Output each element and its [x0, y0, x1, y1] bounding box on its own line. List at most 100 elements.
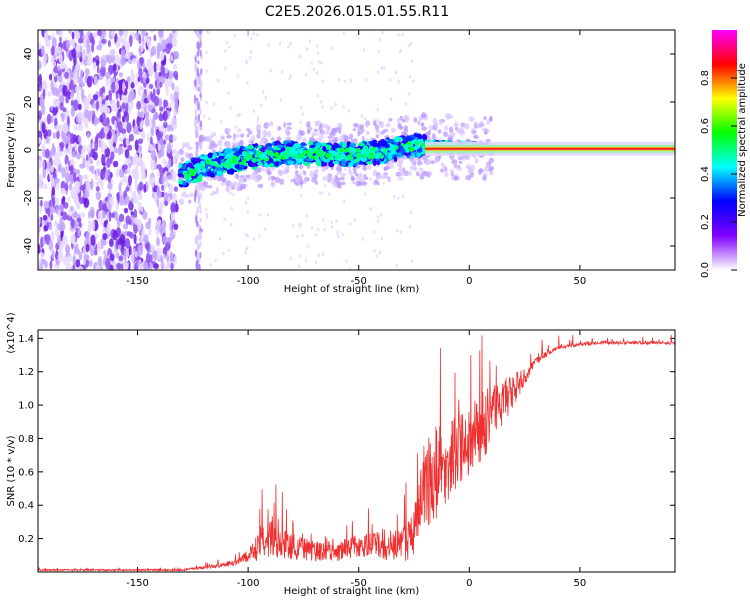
noise-cell — [51, 45, 55, 56]
noise-cell — [344, 79, 347, 84]
noise-cell — [174, 101, 179, 112]
colorbar-gradient — [712, 30, 737, 270]
track-halo-cell — [474, 120, 478, 127]
noise-cell — [150, 127, 155, 137]
spectrogram-y-label: Frequency (Hz) — [6, 112, 17, 188]
noise-cell — [262, 89, 265, 94]
noise-cell — [131, 251, 135, 263]
track-halo-cell — [443, 125, 449, 131]
track-halo-cell — [343, 135, 349, 141]
noise-cell — [249, 56, 252, 60]
noise-cell — [116, 192, 120, 202]
noise-cell — [78, 221, 82, 228]
noise-cell — [52, 132, 57, 139]
noise-cell — [140, 41, 144, 53]
track-halo-cell — [279, 169, 284, 177]
noise-cell — [44, 234, 48, 241]
track-halo-cell — [377, 174, 382, 179]
track-halo-cell — [419, 173, 425, 180]
track-peak-cell — [200, 160, 206, 166]
noise-cell — [237, 73, 240, 78]
noise-cell — [170, 54, 174, 62]
noise-cell — [125, 186, 130, 192]
track-halo-cell — [447, 114, 453, 120]
noise-cell — [65, 261, 70, 270]
noise-cell — [66, 162, 69, 175]
track-halo-cell — [185, 194, 190, 198]
track-cell — [268, 163, 275, 168]
noise-cell — [224, 49, 227, 53]
track-halo-cell — [251, 135, 256, 142]
noise-cell — [95, 186, 100, 192]
track-cell — [376, 160, 381, 166]
track-cell — [181, 165, 186, 170]
noise-cell — [83, 38, 87, 49]
track-halo-cell — [326, 125, 331, 132]
track-halo-cell — [367, 164, 372, 170]
track-halo-cell — [438, 118, 442, 126]
noise-cell — [87, 132, 90, 139]
noise-cell — [141, 170, 146, 181]
noise-cell — [170, 202, 176, 213]
noise-cell — [97, 210, 101, 223]
noise-cell — [310, 61, 313, 66]
track-halo-cell — [220, 135, 225, 140]
noise-cell — [143, 183, 147, 193]
noise-cell — [194, 249, 198, 258]
noise-cell — [409, 42, 412, 46]
noise-cell — [50, 213, 54, 221]
noise-cell — [411, 58, 414, 63]
noise-cell — [232, 192, 235, 197]
noise-cell — [316, 51, 320, 55]
noise-cell — [256, 116, 260, 121]
noise-cell — [410, 259, 413, 264]
noise-cell — [195, 116, 199, 125]
noise-cell — [59, 143, 64, 153]
noise-cell — [95, 59, 100, 67]
noise-cell — [73, 68, 78, 79]
noise-cell — [345, 259, 348, 264]
track-halo-cell — [311, 177, 318, 183]
noise-cell — [156, 49, 160, 60]
noise-cell — [162, 219, 167, 230]
noise-cell — [70, 90, 75, 97]
noise-cell — [116, 37, 120, 48]
track-peak-cell — [374, 147, 379, 152]
noise-cell — [66, 133, 71, 144]
track-peak-cell — [356, 147, 361, 153]
noise-cell — [89, 32, 93, 44]
noise-cell — [75, 44, 81, 53]
noise-cell — [105, 78, 110, 87]
track-halo-cell — [260, 138, 265, 144]
noise-cell — [112, 229, 118, 241]
noise-cell — [196, 129, 199, 138]
noise-cell — [244, 200, 248, 205]
track-peak-cell — [372, 154, 376, 159]
noise-cell — [197, 43, 200, 52]
y-tick-label: 40 — [23, 48, 34, 61]
noise-cell — [246, 246, 249, 250]
noise-cell — [132, 92, 136, 100]
track-halo-cell — [457, 156, 463, 161]
noise-cell — [223, 217, 226, 221]
track-halo-cell — [401, 119, 406, 123]
track-peak-cell — [210, 168, 214, 172]
snr-ticks: -150 -100 -50 0 50 0.2 0.4 0.6 0.8 1.0 1.2 1.4 — [18, 330, 675, 589]
noise-cell — [137, 244, 144, 256]
noise-cell — [41, 45, 45, 57]
noise-cell — [166, 124, 172, 132]
track-halo-cell — [284, 163, 290, 171]
noise-cell — [198, 34, 202, 42]
noise-cell — [319, 100, 322, 104]
track-halo-cell — [209, 140, 216, 146]
noise-cell — [376, 219, 380, 224]
noise-cell — [79, 212, 86, 218]
noise-cell — [74, 143, 78, 152]
track-halo-cell — [484, 165, 490, 173]
track-halo-cell — [457, 167, 463, 171]
noise-cell — [107, 130, 112, 140]
x-tick-label: -150 — [126, 578, 149, 589]
noise-cell — [112, 160, 119, 168]
noise-cell — [51, 196, 56, 207]
noise-cell — [72, 38, 76, 49]
